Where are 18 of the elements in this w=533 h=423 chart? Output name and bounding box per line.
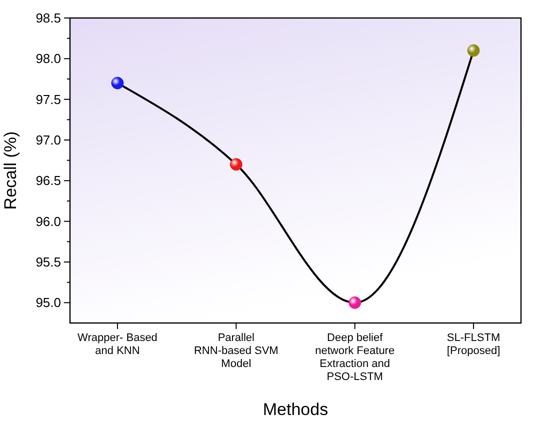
point <box>111 76 124 90</box>
y-tick-label: 96.0 <box>36 214 61 229</box>
y-tick-label: 97.5 <box>36 92 61 107</box>
y-tick-label: 98.5 <box>36 10 61 26</box>
y-axis-title: Recall (%) <box>1 131 20 210</box>
point <box>230 158 242 171</box>
x-tick-label: Parallel RNN-based SVM Model <box>194 332 278 370</box>
x-axis-title: Methods <box>262 400 328 419</box>
x-tick-label: Deep belief network Feature Extraction and PSO-LSTM <box>315 332 395 383</box>
y-tick-label: 95.5 <box>36 254 61 270</box>
y-tick-label: 98.0 <box>36 51 61 66</box>
y-tick-label: 96.5 <box>36 173 61 188</box>
point <box>348 296 362 309</box>
y-tick-label: 95.0 <box>36 295 61 310</box>
y-tick-label: 97.0 <box>36 132 61 148</box>
x-tick-label: SL-FLSTM [Proposed] <box>446 332 500 357</box>
x-tick-label: Wrapper- Based and KNN <box>78 332 158 357</box>
point <box>467 44 480 57</box>
